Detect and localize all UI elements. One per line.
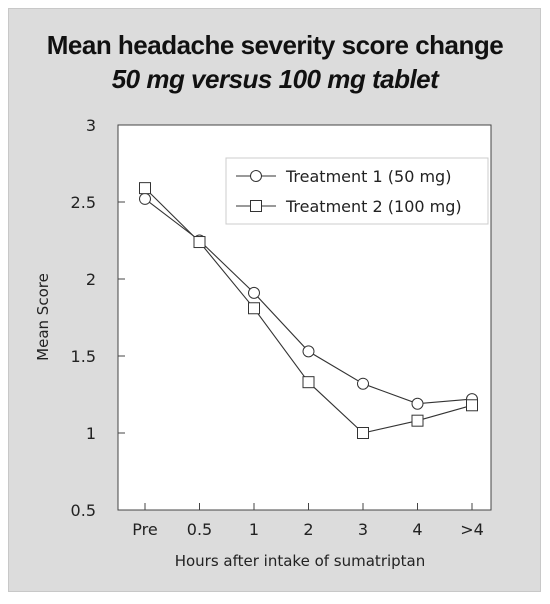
data-point-circle (357, 377, 369, 390)
data-point-circle (411, 397, 424, 410)
x-tick-label: 1 (249, 520, 259, 539)
x-tick-label: 3 (358, 520, 368, 539)
y-axis: 0.5 1 1.5 2 2.5 3 (71, 116, 125, 520)
legend: Treatment 1 (50 mg) Treatment 2 (100 mg) (225, 157, 489, 225)
data-point-square (411, 414, 424, 427)
data-point-square (302, 376, 315, 389)
y-tick-label: 2.5 (71, 193, 96, 212)
y-tick-label: 3 (86, 116, 96, 135)
data-point-circle (248, 286, 260, 299)
data-point-square (193, 236, 206, 249)
data-point-square (248, 302, 260, 315)
chart-title: Mean headache severity score change (46, 30, 504, 60)
data-point-square (466, 399, 478, 412)
legend-marker-circle (250, 170, 262, 182)
x-tick-label: >4 (460, 520, 484, 539)
x-axis-label: Hours after intake of sumatriptan (175, 552, 426, 570)
data-point-circle (139, 192, 151, 205)
data-point-circle (302, 345, 315, 358)
x-tick-label: Pre (132, 520, 157, 539)
y-tick-label: 1 (86, 424, 96, 443)
data-point-square (357, 427, 369, 439)
chart-subtitle: 50 mg versus 100 mg tablet (111, 64, 439, 94)
legend-marker-square (250, 200, 262, 212)
data-point-square (139, 182, 151, 195)
y-tick-label: 2 (86, 270, 96, 289)
legend-label-1: Treatment 1 (50 mg) (285, 167, 451, 186)
y-tick-label: 1.5 (71, 347, 96, 366)
x-axis: Pre 0.5 1 2 3 4 >4 (132, 503, 484, 539)
y-tick-label: 0.5 (71, 501, 96, 520)
x-tick-label: 0.5 (187, 520, 212, 539)
legend-label-2: Treatment 2 (100 mg) (285, 197, 462, 216)
x-tick-label: 2 (303, 520, 313, 539)
y-axis-label: Mean Score (34, 273, 52, 361)
x-tick-label: 4 (412, 520, 422, 539)
series-layer (139, 182, 478, 439)
legend-box (225, 157, 489, 225)
